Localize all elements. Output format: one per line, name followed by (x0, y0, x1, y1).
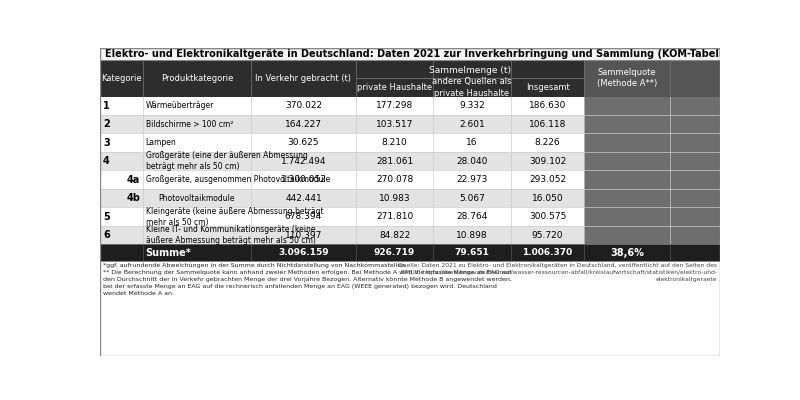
Text: 95.720: 95.720 (532, 231, 563, 240)
Text: 38,6%: 38,6% (610, 248, 644, 258)
Text: 4: 4 (103, 156, 110, 166)
Text: Insgesamt: Insgesamt (526, 83, 570, 92)
Text: private Haushalte: private Haushalte (357, 83, 432, 92)
Text: 22.973: 22.973 (456, 175, 488, 184)
Text: 186.630: 186.630 (529, 101, 566, 110)
Text: 1.300.052: 1.300.052 (281, 175, 326, 184)
Text: Produktkategorie: Produktkategorie (161, 74, 233, 83)
Bar (670, 96, 720, 115)
Text: 270.078: 270.078 (376, 175, 413, 184)
Text: Kleingeräte (keine äußere Abmessung beträgt
mehr als 50 cm): Kleingeräte (keine äußere Abmessung betr… (146, 206, 323, 227)
Text: 309.102: 309.102 (529, 157, 566, 166)
Text: In Verkehr gebracht (t): In Verkehr gebracht (t) (255, 74, 351, 83)
Bar (670, 226, 720, 244)
Bar (670, 115, 720, 134)
Text: 6: 6 (103, 230, 110, 240)
Bar (584, 207, 670, 226)
Text: 177.298: 177.298 (376, 101, 413, 110)
Text: 8.226: 8.226 (534, 138, 560, 147)
Bar (100, 261, 720, 356)
Text: Quelle: Daten 2021 zu Elektro- und Elektronikaltgeräten in Deutschland, veröffen: Quelle: Daten 2021 zu Elektro- und Elekt… (398, 263, 717, 282)
Text: 300.575: 300.575 (529, 212, 566, 221)
Text: 16.050: 16.050 (532, 194, 563, 203)
Text: 164.227: 164.227 (285, 120, 322, 129)
Text: Kleine IT- und Kommunikationsgeräte (keine
äußere Abmessung beträgt mehr als 50 : Kleine IT- und Kommunikationsgeräte (kei… (146, 225, 315, 245)
Text: 442.441: 442.441 (285, 194, 322, 203)
Bar (100, 226, 584, 244)
Text: Photovoltaikmodule: Photovoltaikmodule (158, 194, 235, 203)
Text: Großgeräte (eine der äußeren Abmessung
beträgt mehr als 50 cm): Großgeräte (eine der äußeren Abmessung b… (146, 151, 308, 171)
Text: 3.096.159: 3.096.159 (278, 248, 329, 257)
Text: Lampen: Lampen (146, 138, 177, 147)
Text: 2.601: 2.601 (459, 120, 485, 129)
Text: 678.394: 678.394 (285, 212, 322, 221)
Text: 10.898: 10.898 (456, 231, 488, 240)
Text: 9.332: 9.332 (459, 101, 485, 110)
Bar (584, 60, 670, 96)
Text: 3: 3 (103, 138, 110, 148)
Text: Bildschirme > 100 cm²: Bildschirme > 100 cm² (146, 120, 233, 129)
Bar (100, 152, 584, 170)
Text: 5: 5 (103, 212, 110, 222)
Text: Summe*: Summe* (146, 248, 191, 258)
Text: 281.061: 281.061 (376, 157, 413, 166)
Text: 5.067: 5.067 (459, 194, 485, 203)
Text: 926.719: 926.719 (374, 248, 415, 257)
Text: 106.118: 106.118 (529, 120, 566, 129)
Bar (100, 48, 720, 60)
Text: 103.517: 103.517 (376, 120, 413, 129)
Bar (670, 134, 720, 152)
Bar (584, 96, 670, 115)
Bar (100, 244, 720, 261)
Text: Elektro- und Elektronikaltgeräte in Deutschland: Daten 2021 zur Inverkehrbringun: Elektro- und Elektronikaltgeräte in Deut… (106, 49, 744, 59)
Bar (670, 189, 720, 207)
Bar (100, 189, 584, 207)
Text: ** Die Berechnung der Sammelquote kann anhand zweier Methoden erfolgen. Bei Meth: ** Die Berechnung der Sammelquote kann a… (103, 270, 512, 296)
Text: Wärmeüberträger: Wärmeüberträger (146, 101, 214, 110)
Text: 4b: 4b (126, 193, 140, 203)
Text: 10.983: 10.983 (378, 194, 410, 203)
Text: 1.006.370: 1.006.370 (522, 248, 573, 257)
Text: 8.210: 8.210 (382, 138, 407, 147)
Bar (100, 207, 584, 226)
Text: 4a: 4a (127, 175, 140, 185)
Text: 370.022: 370.022 (285, 101, 322, 110)
Bar (584, 134, 670, 152)
Text: 1: 1 (103, 101, 110, 111)
Text: Kategorie: Kategorie (101, 74, 142, 83)
Text: *ggf. aufrundende Abweichungen in der Summe durch Nichtdarstellung von Nachkomma: *ggf. aufrundende Abweichungen in der Su… (103, 263, 406, 268)
Text: Großgeräte, ausgenommen Photovoltaikmodule: Großgeräte, ausgenommen Photovoltaikmodu… (146, 175, 330, 184)
Bar (584, 170, 670, 189)
Bar (670, 60, 720, 96)
Text: 1.742.494: 1.742.494 (281, 157, 326, 166)
Text: 28.764: 28.764 (456, 212, 488, 221)
Bar (100, 60, 670, 96)
Text: 84.822: 84.822 (379, 231, 410, 240)
Bar (584, 189, 670, 207)
Bar (670, 152, 720, 170)
Text: 16: 16 (466, 138, 478, 147)
Text: 2: 2 (103, 119, 110, 129)
Text: 28.040: 28.040 (456, 157, 488, 166)
Bar (100, 115, 584, 134)
Text: andere Quellen als
private Haushalte: andere Quellen als private Haushalte (432, 78, 512, 98)
Text: 110.397: 110.397 (285, 231, 322, 240)
Bar (584, 115, 670, 134)
Bar (670, 207, 720, 226)
Text: Sammelquote
(Methode A**): Sammelquote (Methode A**) (597, 68, 657, 88)
Bar (100, 134, 584, 152)
Text: 79.651: 79.651 (454, 248, 490, 257)
Bar (584, 226, 670, 244)
Text: 293.052: 293.052 (529, 175, 566, 184)
Text: 271.810: 271.810 (376, 212, 413, 221)
Text: Sammelmenge (t): Sammelmenge (t) (429, 66, 511, 75)
Bar (100, 170, 584, 189)
Bar (100, 96, 584, 115)
Bar (670, 170, 720, 189)
Bar (584, 152, 670, 170)
Text: 30.625: 30.625 (288, 138, 319, 147)
